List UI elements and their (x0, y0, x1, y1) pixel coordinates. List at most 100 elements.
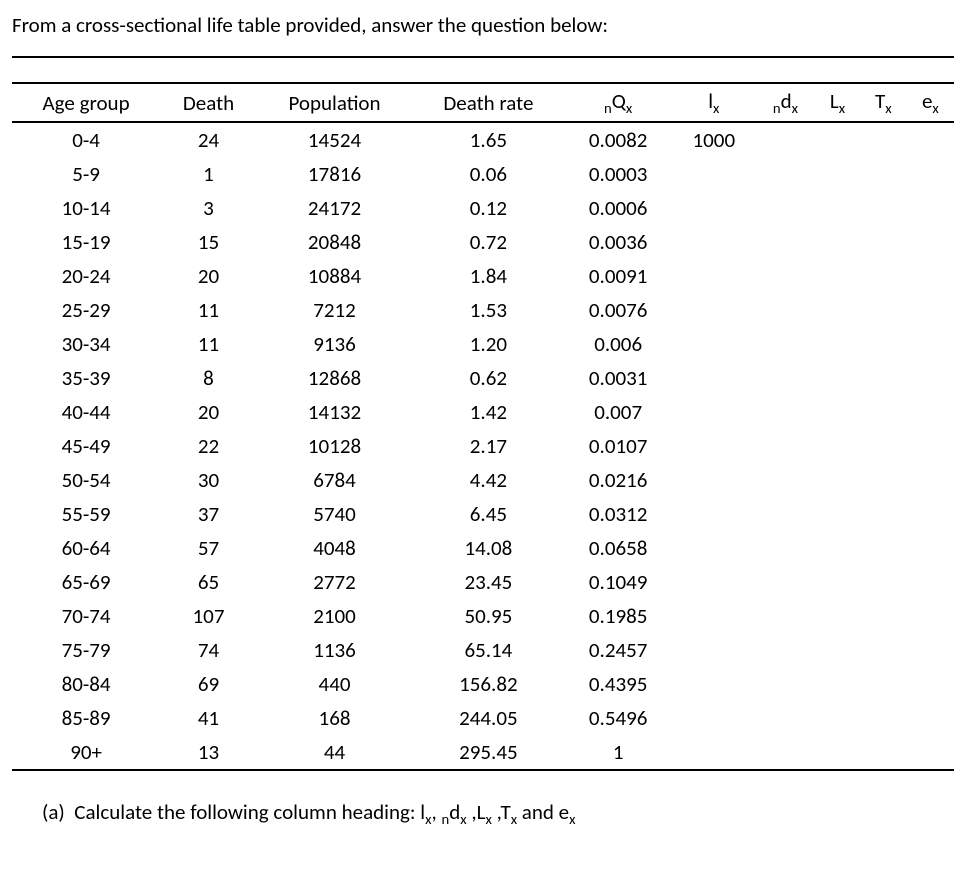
cell-Tx (860, 531, 907, 565)
cell-lx (672, 565, 756, 599)
header-Tx: Tx (860, 83, 907, 122)
table-row: 30-341191361.200.006 (12, 327, 954, 361)
cell-Tx (860, 122, 907, 157)
cell-ndx (756, 293, 815, 327)
cell-death: 11 (160, 293, 257, 327)
table-row: 40-4420141321.420.007 (12, 395, 954, 429)
cell-nqx: 0.007 (565, 395, 672, 429)
cell-death-rate: 0.62 (412, 361, 564, 395)
table-row: 80-8469440156.820.4395 (12, 667, 954, 701)
table-row: 35-398128680.620.0031 (12, 361, 954, 395)
cell-population: 17816 (257, 157, 412, 191)
cell-ndx (756, 497, 815, 531)
cell-ndx (756, 191, 815, 225)
cell-ex (907, 327, 954, 361)
cell-death-rate: 23.45 (412, 565, 564, 599)
cell-lx (672, 633, 756, 667)
cell-death-rate: 50.95 (412, 599, 564, 633)
cell-death: 74 (160, 633, 257, 667)
cell-nqx: 0.0107 (565, 429, 672, 463)
cell-age: 85-89 (12, 701, 160, 735)
cell-population: 5740 (257, 497, 412, 531)
table-row: 10-143241720.120.0006 (12, 191, 954, 225)
table-row: 75-7974113665.140.2457 (12, 633, 954, 667)
cell-death: 41 (160, 701, 257, 735)
cell-population: 4048 (257, 531, 412, 565)
table-row: 20-2420108841.840.0091 (12, 259, 954, 293)
header-death-rate: Death rate (412, 83, 564, 122)
cell-Tx (860, 293, 907, 327)
cell-death-rate: 0.72 (412, 225, 564, 259)
cell-age: 75-79 (12, 633, 160, 667)
cell-ex (907, 633, 954, 667)
cell-ex (907, 667, 954, 701)
cell-ex (907, 293, 954, 327)
cell-ex (907, 122, 954, 157)
cell-population: 2772 (257, 565, 412, 599)
cell-death-rate: 65.14 (412, 633, 564, 667)
cell-lx: 1000 (672, 122, 756, 157)
header-ex: ex (907, 83, 954, 122)
cell-death: 37 (160, 497, 257, 531)
cell-Tx (860, 191, 907, 225)
cell-death-rate: 1.65 (412, 122, 564, 157)
cell-ex (907, 531, 954, 565)
cell-Tx (860, 667, 907, 701)
cell-Tx (860, 395, 907, 429)
cell-Tx (860, 565, 907, 599)
cell-death-rate: 2.17 (412, 429, 564, 463)
cell-ndx (756, 225, 815, 259)
cell-Tx (860, 599, 907, 633)
table-row: 90+1344295.451 (12, 735, 954, 770)
cell-nqx: 0.2457 (565, 633, 672, 667)
table-row: 50-543067844.420.0216 (12, 463, 954, 497)
cell-age: 45-49 (12, 429, 160, 463)
cell-nqx: 0.0091 (565, 259, 672, 293)
cell-lx (672, 395, 756, 429)
header-nqx: nQx (565, 83, 672, 122)
table-row: 65-6965277223.450.1049 (12, 565, 954, 599)
cell-nqx: 0.0003 (565, 157, 672, 191)
cell-ex (907, 191, 954, 225)
cell-ex (907, 735, 954, 770)
cell-Tx (860, 463, 907, 497)
cell-population: 168 (257, 701, 412, 735)
cell-death: 1 (160, 157, 257, 191)
cell-Lx (815, 735, 860, 770)
cell-age: 60-64 (12, 531, 160, 565)
cell-Lx (815, 463, 860, 497)
cell-ndx (756, 565, 815, 599)
cell-death: 13 (160, 735, 257, 770)
cell-Tx (860, 327, 907, 361)
table-row: 70-74107210050.950.1985 (12, 599, 954, 633)
cell-population: 24172 (257, 191, 412, 225)
cell-ndx (756, 429, 815, 463)
cell-Lx (815, 395, 860, 429)
cell-ex (907, 565, 954, 599)
cell-population: 10884 (257, 259, 412, 293)
cell-lx (672, 531, 756, 565)
cell-Tx (860, 259, 907, 293)
cell-population: 1136 (257, 633, 412, 667)
cell-Tx (860, 157, 907, 191)
cell-nqx: 0.1985 (565, 599, 672, 633)
cell-lx (672, 497, 756, 531)
cell-ndx (756, 157, 815, 191)
cell-lx (672, 463, 756, 497)
cell-death: 57 (160, 531, 257, 565)
header-lx: lx (672, 83, 756, 122)
cell-Lx (815, 259, 860, 293)
cell-nqx: 0.4395 (565, 667, 672, 701)
question-a: (a) Calculate the following column headi… (42, 799, 954, 828)
cell-Lx (815, 429, 860, 463)
cell-ex (907, 225, 954, 259)
cell-age: 65-69 (12, 565, 160, 599)
cell-nqx: 0.5496 (565, 701, 672, 735)
cell-Tx (860, 701, 907, 735)
header-death: Death (160, 83, 257, 122)
table-row: 45-4922101282.170.0107 (12, 429, 954, 463)
cell-Tx (860, 633, 907, 667)
cell-ex (907, 429, 954, 463)
cell-Lx (815, 531, 860, 565)
cell-population: 2100 (257, 599, 412, 633)
